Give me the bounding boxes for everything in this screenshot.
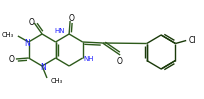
Text: N: N [25,39,30,48]
Text: O: O [68,13,74,22]
Text: CH₃: CH₃ [2,32,14,38]
Text: O: O [116,57,122,66]
Text: HN: HN [54,28,65,34]
Text: O: O [9,55,15,63]
Text: CH₃: CH₃ [51,78,63,84]
Text: N: N [40,62,46,71]
Text: NH: NH [83,56,94,62]
Text: Cl: Cl [188,36,196,45]
Text: O: O [28,18,34,27]
